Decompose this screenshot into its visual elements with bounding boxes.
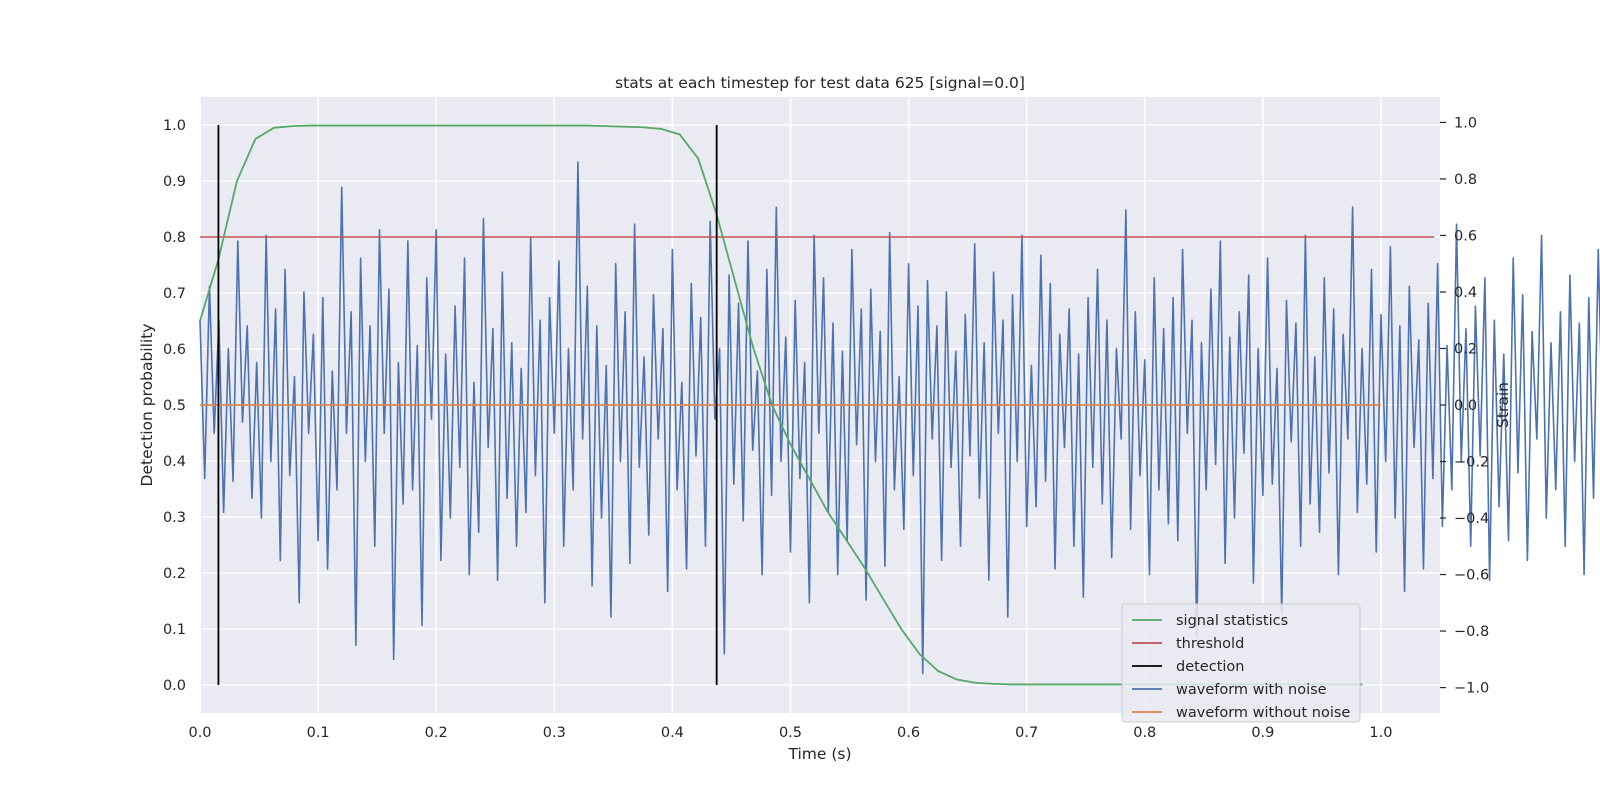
x-tick-label: 0.4	[661, 725, 684, 741]
y-right-tick-label: 0.8	[1454, 172, 1477, 188]
axes: 0.0 0.1 0.2 0.3 0.4 0.5 0.6 0.7 0.8 0.9 1.0 0.0 0.1 0…	[163, 115, 1489, 741]
y-right-tick-label: 0.6	[1454, 228, 1477, 244]
legend-box	[1121, 603, 1361, 723]
x-tick-label: 0.9	[1251, 725, 1274, 741]
y-tick-label: 0.6	[163, 342, 186, 358]
legend-label: waveform with noise	[1176, 682, 1327, 698]
y-axis-label: Detection probability	[138, 324, 156, 487]
x-tick-label: 1.0	[1369, 725, 1392, 741]
x-tick-label: 0.2	[425, 725, 448, 741]
y-right-tick-label: −1.0	[1454, 681, 1489, 697]
y-tick-label: 0.1	[163, 622, 186, 638]
y-right-tick-label: −0.8	[1454, 624, 1489, 640]
y-tick-label: 0.3	[163, 510, 186, 526]
legend-label: threshold	[1176, 636, 1244, 652]
y-tick-label: 0.2	[163, 566, 186, 582]
y-right-tick-label: −0.6	[1454, 568, 1489, 584]
y-tick-label: 0.7	[163, 286, 186, 302]
x-tick-label: 0.8	[1133, 725, 1156, 741]
y-right-tick-label: 0.0	[1454, 398, 1477, 414]
x-tick-label: 0.7	[1015, 725, 1038, 741]
chart-title: stats at each timestep for test data 625…	[615, 74, 1025, 92]
y-tick-label: 0.8	[163, 230, 186, 246]
y-right-tick-label: 0.2	[1454, 341, 1477, 357]
legend-label: waveform without noise	[1176, 705, 1350, 721]
y-tick-label: 0.5	[163, 398, 186, 414]
y-right-tick-label: −0.4	[1454, 511, 1489, 527]
legend-label: signal statistics	[1176, 613, 1288, 629]
x-tick-label: 0.6	[897, 725, 920, 741]
legend: signal statistics threshold detection wavef…	[1121, 603, 1361, 723]
series-waveform-with-noise	[199, 161, 1600, 675]
y-tick-label: 0.0	[163, 678, 186, 694]
y-tick-label: 1.0	[163, 118, 186, 134]
y-right-axis-label: Strain	[1494, 382, 1512, 428]
x-tick-label: 0.1	[307, 725, 330, 741]
x-tick-label: 0.5	[779, 725, 802, 741]
y-right-tick-label: −0.2	[1454, 455, 1489, 471]
y-tick-label: 0.4	[163, 454, 186, 470]
x-tick-label: 0.0	[188, 725, 211, 741]
y-right-tick-label: 0.4	[1454, 285, 1477, 301]
legend-label: detection	[1176, 659, 1244, 675]
y-right-tick-label: 1.0	[1454, 115, 1477, 131]
x-axis-label: Time (s)	[787, 745, 851, 763]
y-tick-label: 0.9	[163, 174, 186, 190]
x-tick-label: 0.3	[543, 725, 566, 741]
